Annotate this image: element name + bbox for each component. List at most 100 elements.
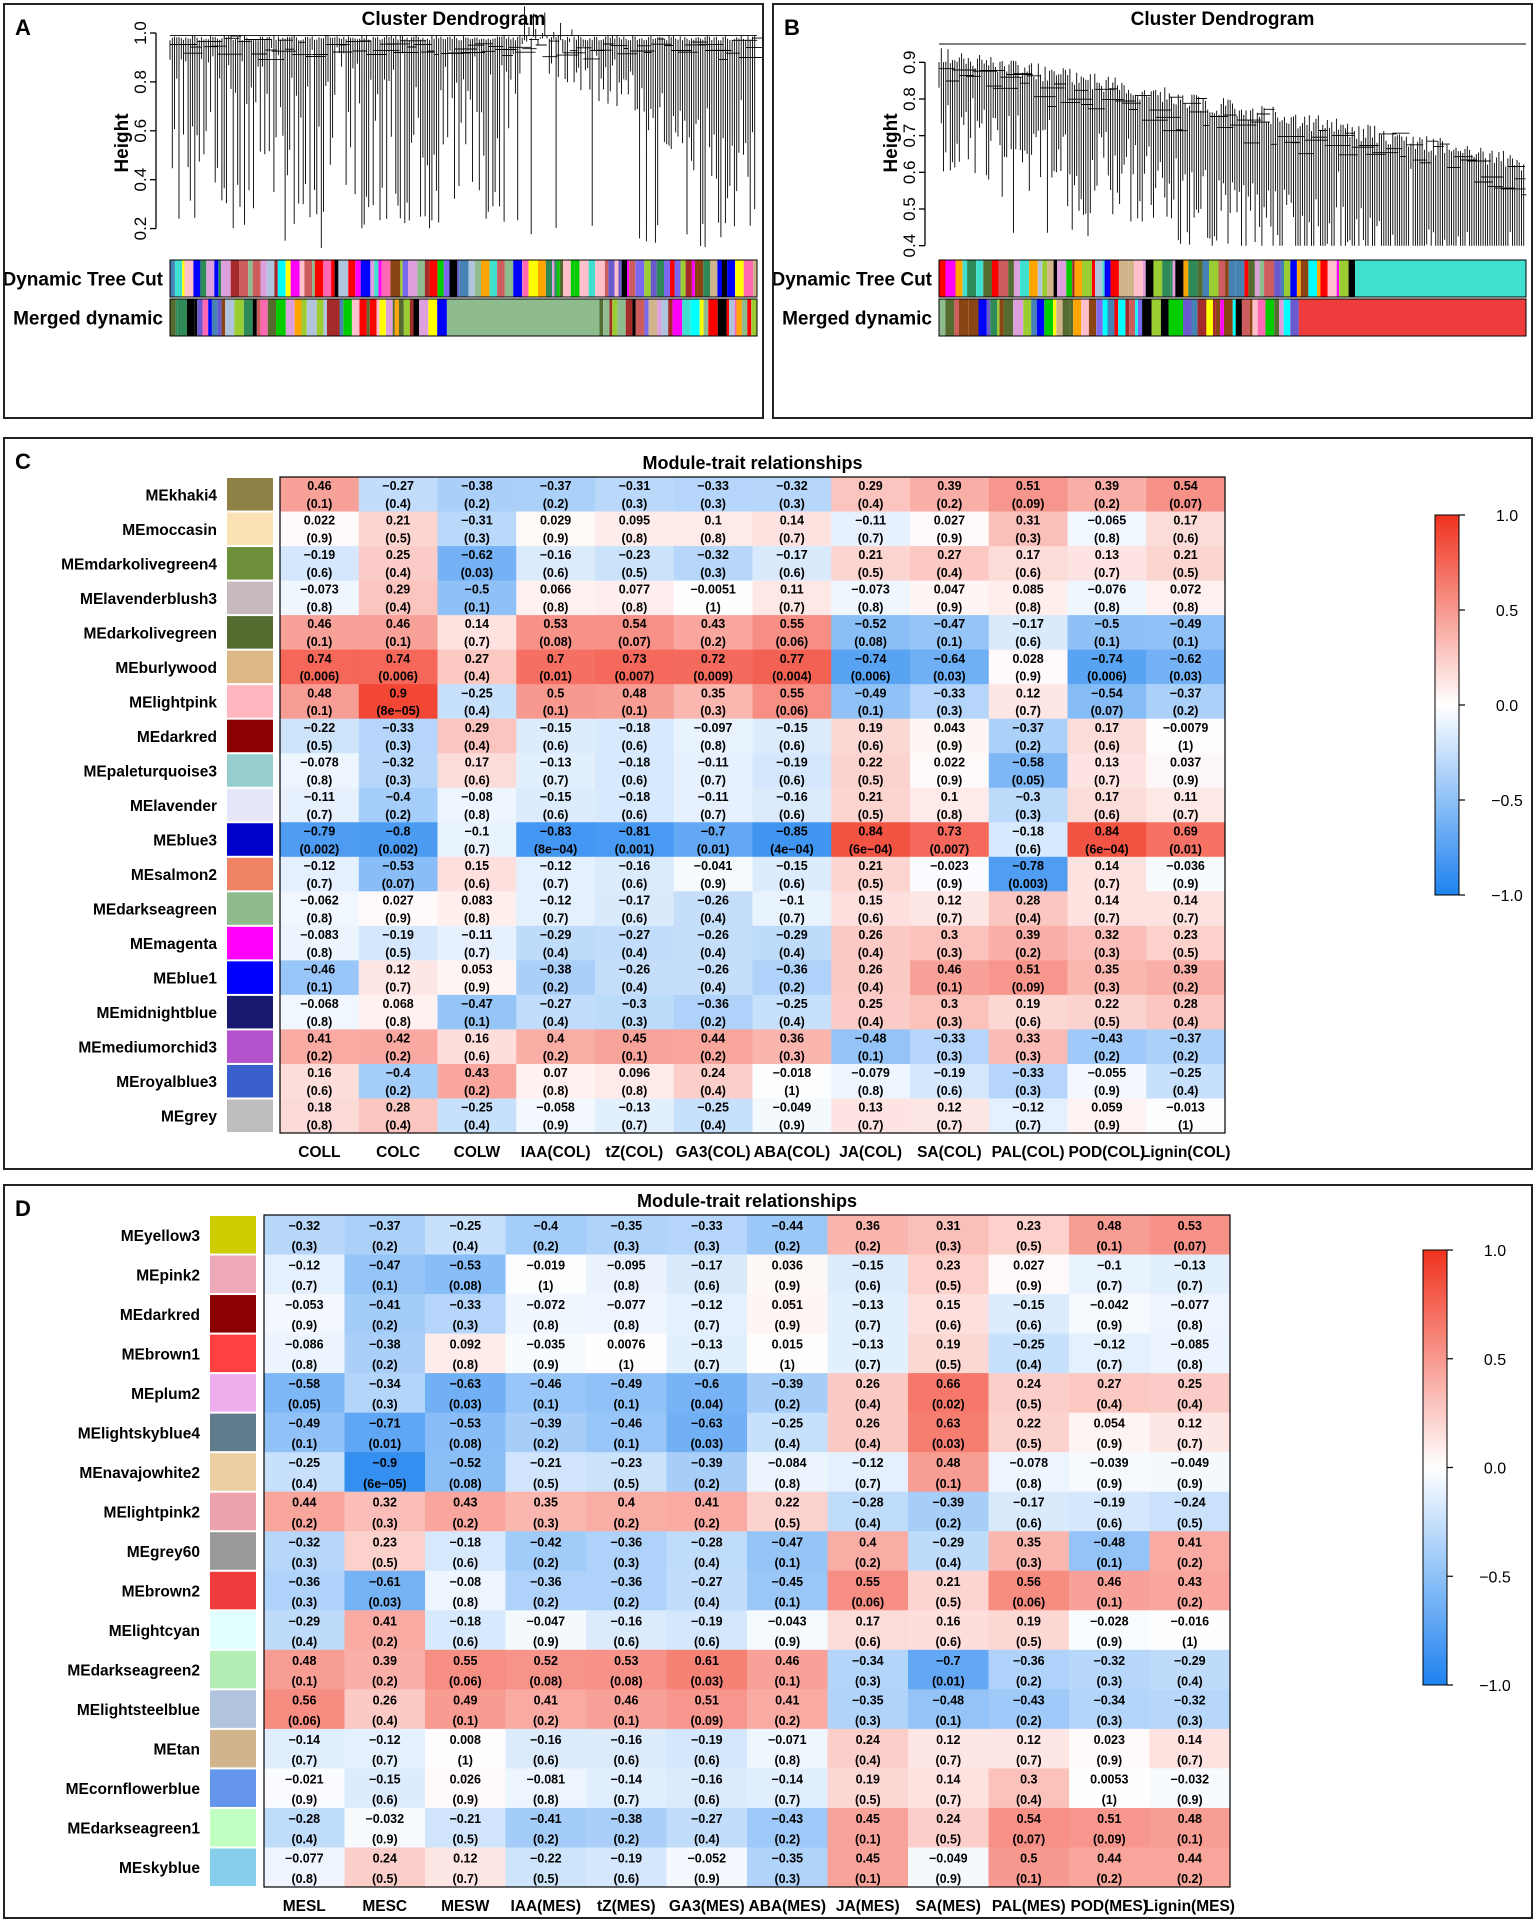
cell-correlation: 0.74 bbox=[307, 652, 331, 666]
color-bar-segment bbox=[1142, 299, 1152, 336]
cell-correlation: −0.13 bbox=[540, 755, 572, 769]
cell-pvalue: (0.4) bbox=[464, 670, 490, 684]
heatmap-cell bbox=[1146, 891, 1226, 927]
color-bar-segment bbox=[1174, 299, 1184, 336]
cell-pvalue: (0.9) bbox=[1173, 773, 1199, 787]
heatmap-cell bbox=[586, 1412, 667, 1453]
column-label: Lignin(MES) bbox=[1145, 1898, 1235, 1915]
cell-pvalue: (0.2) bbox=[543, 497, 569, 511]
cell-pvalue: (0.8) bbox=[464, 808, 490, 822]
color-bar-segment bbox=[459, 260, 469, 297]
color-bar-segment bbox=[735, 260, 744, 297]
color-bar-segment bbox=[990, 299, 998, 336]
cell-correlation: 0.43 bbox=[465, 1066, 489, 1080]
heatmap-cell bbox=[1146, 1029, 1226, 1065]
heatmap-cell bbox=[516, 822, 596, 858]
color-bar-segment bbox=[618, 260, 622, 297]
cell-pvalue: (0.4) bbox=[694, 1556, 720, 1570]
color-bar-segment bbox=[1137, 299, 1143, 336]
heatmap-cell bbox=[1146, 718, 1226, 754]
module-color-swatch bbox=[210, 1374, 256, 1412]
cell-correlation: 0.26 bbox=[856, 1417, 880, 1431]
cell-correlation: 0.26 bbox=[858, 963, 882, 977]
heatmap-cell bbox=[831, 546, 911, 582]
cell-pvalue: (0.3) bbox=[700, 704, 726, 718]
cell-pvalue: (0.4) bbox=[622, 980, 648, 994]
color-bar-segment bbox=[1206, 299, 1214, 336]
cell-correlation: −0.27 bbox=[540, 997, 572, 1011]
heatmap-cell bbox=[988, 1689, 1070, 1730]
cell-pvalue: (0.4) bbox=[622, 946, 648, 960]
cell-pvalue: (0.6) bbox=[622, 739, 648, 753]
cell-pvalue: (0.07) bbox=[1091, 704, 1124, 718]
cell-pvalue: (0.8) bbox=[622, 1084, 648, 1098]
heatmap-cell bbox=[595, 1063, 675, 1099]
heatmap-cell bbox=[595, 580, 675, 616]
cell-pvalue: (0.7) bbox=[464, 946, 490, 960]
cell-correlation: −0.049 bbox=[1171, 1456, 1210, 1470]
cell-correlation: −0.016 bbox=[1171, 1614, 1210, 1628]
color-bar-segment bbox=[408, 260, 418, 297]
cell-correlation: 0.51 bbox=[1097, 1812, 1121, 1826]
module-label: MEgrey bbox=[161, 1109, 217, 1126]
heatmap-cell bbox=[1146, 822, 1226, 858]
heatmap-cell bbox=[1067, 925, 1147, 961]
cell-correlation: 0.095 bbox=[619, 514, 650, 528]
heatmap-cell bbox=[910, 1098, 990, 1134]
color-bar-segment bbox=[1248, 260, 1255, 297]
cell-pvalue: (0.5) bbox=[935, 1595, 961, 1609]
heatmap-cell bbox=[752, 891, 832, 927]
cell-pvalue: (0.7) bbox=[855, 1477, 881, 1491]
cell-correlation: −0.16 bbox=[610, 1614, 642, 1628]
heatmap-cell bbox=[437, 684, 517, 720]
color-bar-segment bbox=[343, 299, 352, 336]
cell-correlation: −0.48 bbox=[932, 1693, 964, 1707]
cell-correlation: −0.33 bbox=[697, 479, 729, 493]
panel-d: D Module-trait relationships −0.32 (0.3) −0.… bbox=[3, 1184, 1533, 1919]
cell-pvalue: (0.4) bbox=[1016, 1358, 1042, 1372]
module-color-swatch bbox=[210, 1848, 256, 1886]
color-bar-segment bbox=[360, 260, 371, 297]
cell-pvalue: (0.5) bbox=[935, 1833, 961, 1847]
cell-pvalue: (0.03) bbox=[690, 1674, 723, 1688]
cell-pvalue: (0.7) bbox=[543, 911, 569, 925]
color-bar-segment bbox=[608, 260, 615, 297]
cell-pvalue: (0.9) bbox=[533, 1358, 559, 1372]
cell-pvalue: (0.1) bbox=[622, 704, 648, 718]
heatmap-cell bbox=[988, 1063, 1068, 1099]
cell-pvalue: (0.2) bbox=[372, 1240, 398, 1254]
color-bar-segment bbox=[355, 260, 361, 297]
cell-pvalue: (0.3) bbox=[1096, 1714, 1122, 1728]
cell-correlation: −0.25 bbox=[288, 1456, 320, 1470]
heatmap-cell bbox=[1146, 856, 1226, 892]
heatmap-cell bbox=[280, 994, 360, 1030]
heatmap-cell bbox=[437, 960, 517, 996]
color-bar-segment bbox=[211, 299, 218, 336]
y-axis-label: Height bbox=[881, 113, 902, 173]
color-bar-segment bbox=[175, 299, 178, 336]
heatmap-cell bbox=[280, 1029, 360, 1065]
color-bar-segment bbox=[208, 299, 212, 336]
cell-correlation: −0.52 bbox=[449, 1456, 481, 1470]
cell-pvalue: (0.2) bbox=[464, 497, 490, 511]
cell-pvalue: (0.5) bbox=[1173, 946, 1199, 960]
cell-pvalue: (0.5) bbox=[774, 1516, 800, 1530]
heatmap-cell bbox=[988, 1412, 1070, 1453]
cell-correlation: −0.23 bbox=[619, 548, 651, 562]
color-bar-segment bbox=[743, 260, 753, 297]
color-bar-segment bbox=[708, 299, 718, 336]
cell-pvalue: (1) bbox=[705, 601, 720, 615]
color-bar-segment bbox=[617, 299, 626, 336]
heatmap-cell bbox=[425, 1294, 506, 1335]
cell-pvalue: (0.1) bbox=[935, 1714, 961, 1728]
cell-correlation: −0.34 bbox=[852, 1654, 884, 1668]
cell-pvalue: (0.7) bbox=[1094, 911, 1120, 925]
cell-pvalue: (6e−05) bbox=[363, 1477, 406, 1491]
heatmap-cell bbox=[666, 1768, 748, 1809]
cell-pvalue: (0.7) bbox=[937, 1119, 963, 1133]
cell-correlation: −0.12 bbox=[540, 859, 572, 873]
cell-correlation: 0.73 bbox=[622, 652, 646, 666]
cell-pvalue: (0.3) bbox=[1177, 1714, 1203, 1728]
color-bar-segment bbox=[1135, 299, 1138, 336]
cell-correlation: −0.018 bbox=[773, 1066, 812, 1080]
